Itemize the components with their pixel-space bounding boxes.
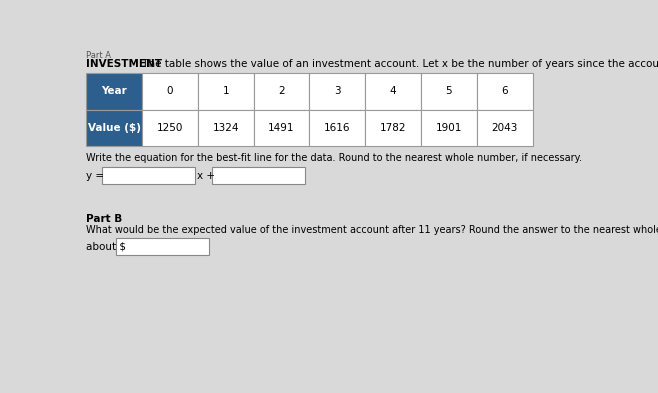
Text: about $: about $	[86, 242, 126, 252]
Bar	[309, 110, 365, 147]
Bar	[253, 110, 309, 147]
Bar	[477, 73, 532, 110]
Text: 5: 5	[445, 86, 452, 96]
Text: Value ($): Value ($)	[88, 123, 141, 133]
Bar	[213, 167, 305, 184]
Bar	[142, 110, 197, 147]
Bar	[197, 73, 253, 110]
Bar	[86, 73, 142, 110]
Bar	[116, 238, 209, 255]
Bar	[253, 73, 309, 110]
Text: 1782: 1782	[380, 123, 406, 133]
Text: INVESTMENT: INVESTMENT	[86, 59, 162, 69]
Text: 6: 6	[501, 86, 508, 96]
Bar	[103, 167, 195, 184]
Text: 3: 3	[334, 86, 341, 96]
Text: 2: 2	[278, 86, 285, 96]
Bar	[197, 110, 253, 147]
Text: Part A: Part A	[86, 51, 111, 60]
Bar	[86, 110, 142, 147]
Text: 1: 1	[222, 86, 229, 96]
Text: Year: Year	[101, 86, 127, 96]
Bar	[309, 73, 365, 110]
Text: 4: 4	[390, 86, 396, 96]
Text: 2043: 2043	[492, 123, 518, 133]
Text: x +: x +	[197, 171, 215, 181]
Text: What would be the expected value of the investment account after 11 years? Round: What would be the expected value of the …	[86, 225, 658, 235]
Text: 1324: 1324	[213, 123, 239, 133]
Text: The table shows the value of an investment account. Let x be the number of years: The table shows the value of an investme…	[139, 59, 658, 69]
Text: 0: 0	[166, 86, 173, 96]
Text: 1491: 1491	[268, 123, 295, 133]
Text: Write the equation for the best-fit line for the data. Round to the nearest whol: Write the equation for the best-fit line…	[86, 152, 582, 163]
Bar	[477, 110, 532, 147]
Text: 1250: 1250	[157, 123, 183, 133]
Text: Part B: Part B	[86, 214, 122, 224]
Bar	[365, 110, 421, 147]
Text: 1901: 1901	[436, 123, 462, 133]
Text: y =: y =	[86, 171, 104, 181]
Bar	[421, 110, 477, 147]
Bar	[142, 73, 197, 110]
Bar	[421, 73, 477, 110]
Text: 1616: 1616	[324, 123, 351, 133]
Bar	[365, 73, 421, 110]
